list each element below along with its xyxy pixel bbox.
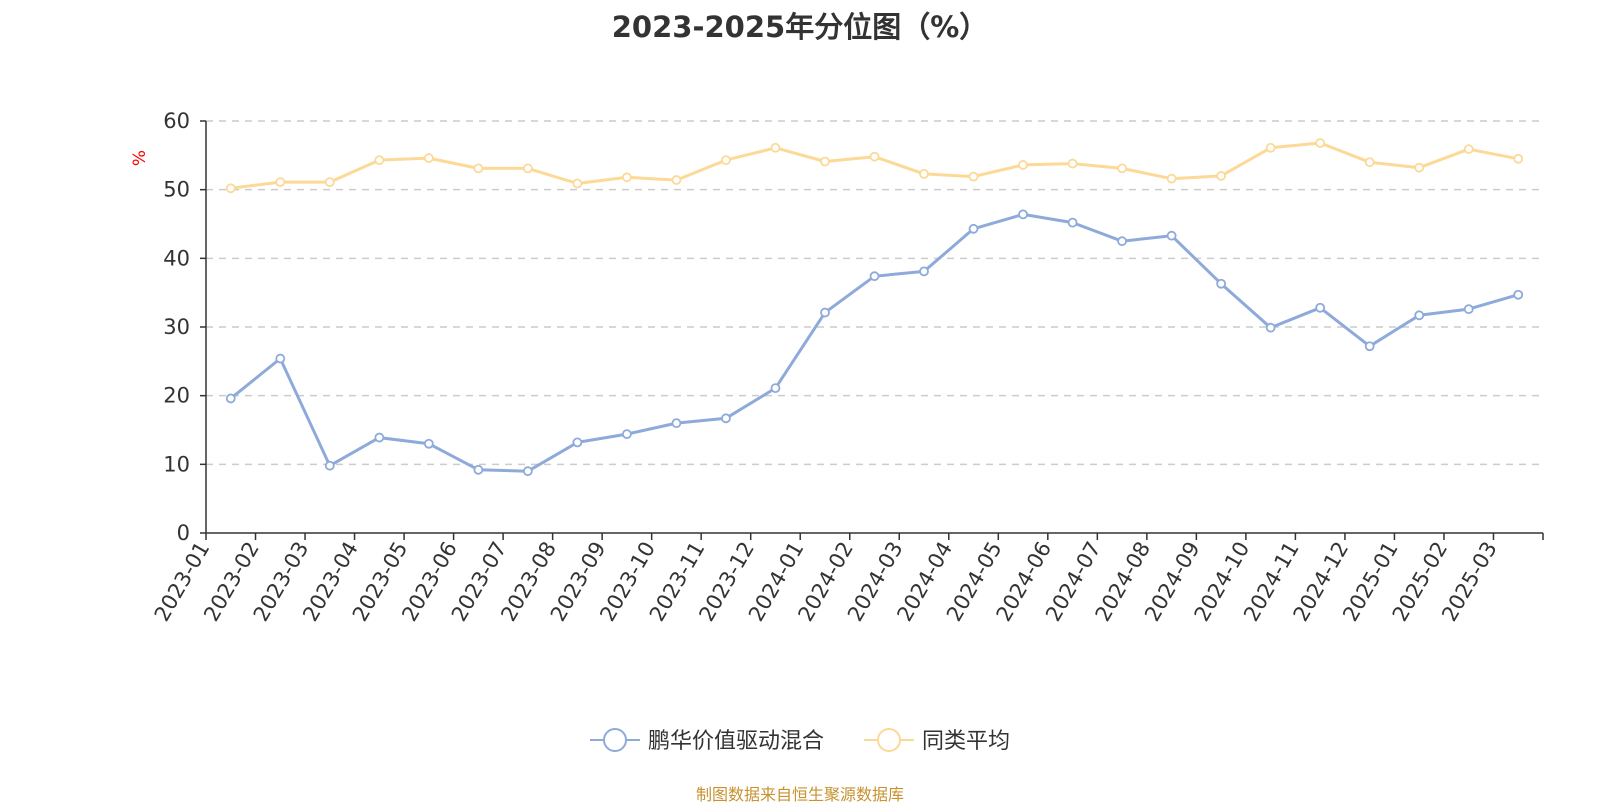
- legend-label: 鹏华价值驱动混合: [648, 729, 824, 754]
- gridlines: [206, 120, 1543, 466]
- data-point: [770, 142, 781, 153]
- data-point: [1265, 322, 1276, 333]
- data-point: [968, 223, 979, 234]
- data-point: [1364, 157, 1375, 168]
- data-point: [423, 438, 434, 449]
- data-point: [1117, 163, 1127, 174]
- legend-item: 同类平均: [864, 728, 1010, 754]
- data-point: [423, 153, 434, 163]
- data-point: [968, 171, 979, 182]
- data-point: [1513, 289, 1524, 300]
- y-tick-label: 30: [163, 315, 190, 339]
- y-tick-label: 50: [163, 178, 190, 202]
- data-point: [1513, 153, 1524, 164]
- data-point: [721, 155, 731, 166]
- data-point: [1166, 173, 1177, 184]
- y-tick-label: 60: [163, 109, 190, 133]
- data-point: [671, 418, 682, 429]
- data-point: [1414, 310, 1425, 321]
- y-axis-label: %: [130, 150, 150, 166]
- data-point: [1265, 142, 1276, 153]
- data-point: [820, 307, 830, 318]
- data-point: [770, 383, 781, 394]
- series-1: [225, 209, 1524, 477]
- data-point: [1315, 138, 1326, 148]
- y-tick-label: 0: [177, 521, 190, 545]
- data-point: [1463, 304, 1474, 315]
- legend-swatch-marker: [603, 728, 627, 752]
- data-point: [324, 177, 335, 188]
- data-point: [820, 156, 830, 167]
- data-point: [1166, 230, 1177, 241]
- series-line: [230, 141, 1519, 190]
- data-point: [522, 466, 533, 477]
- data-point: [919, 168, 929, 179]
- axes: [200, 120, 1544, 540]
- y-tick-label: 20: [163, 384, 190, 408]
- data-point: [572, 178, 583, 189]
- data-point: [374, 155, 385, 166]
- data-point: [1414, 162, 1425, 173]
- legend-label: 同类平均: [922, 729, 1010, 754]
- data-point: [1463, 144, 1474, 155]
- data-point: [1018, 160, 1028, 170]
- data-point: [1117, 236, 1127, 247]
- series-line: [229, 212, 1519, 473]
- data-point: [374, 432, 385, 443]
- data-point: [622, 429, 632, 440]
- chart-title: 2023-2025年分位图（%）: [611, 10, 989, 44]
- data-point: [225, 393, 236, 404]
- data-point: [622, 172, 632, 183]
- data-point: [1018, 209, 1028, 220]
- data-point: [1315, 302, 1326, 313]
- data-point: [473, 163, 484, 174]
- data-point: [1216, 171, 1227, 181]
- legend: 鹏华价值驱动混合 同类平均: [590, 728, 1010, 754]
- data-point: [473, 464, 484, 475]
- data-point: [671, 175, 682, 185]
- data-point: [324, 460, 335, 471]
- y-tick-labels: 0 10 20 30 40 50 60: [163, 109, 190, 545]
- data-point: [275, 353, 286, 364]
- x-tick-labels: 2023-012023-022023-032023-042023-052023-…: [150, 538, 1502, 626]
- data-point: [1067, 158, 1078, 169]
- data-point: [1067, 217, 1078, 228]
- data-point: [1216, 278, 1227, 289]
- y-tick-label: 10: [163, 452, 190, 476]
- data-point: [572, 437, 583, 448]
- data-point: [919, 266, 929, 277]
- data-point: [522, 163, 533, 174]
- series-lines: [225, 138, 1524, 477]
- legend-swatch-marker: [877, 728, 901, 752]
- data-point: [225, 183, 236, 194]
- series-2: [225, 138, 1524, 194]
- source-note: 制图数据来自恒生聚源数据库: [695, 785, 904, 804]
- data-point: [721, 413, 731, 424]
- data-point: [869, 271, 880, 282]
- legend-item: 鹏华价值驱动混合: [590, 728, 824, 754]
- data-point: [1364, 341, 1375, 352]
- data-point: [869, 151, 880, 162]
- data-point: [275, 177, 286, 188]
- y-tick-label: 40: [163, 246, 190, 270]
